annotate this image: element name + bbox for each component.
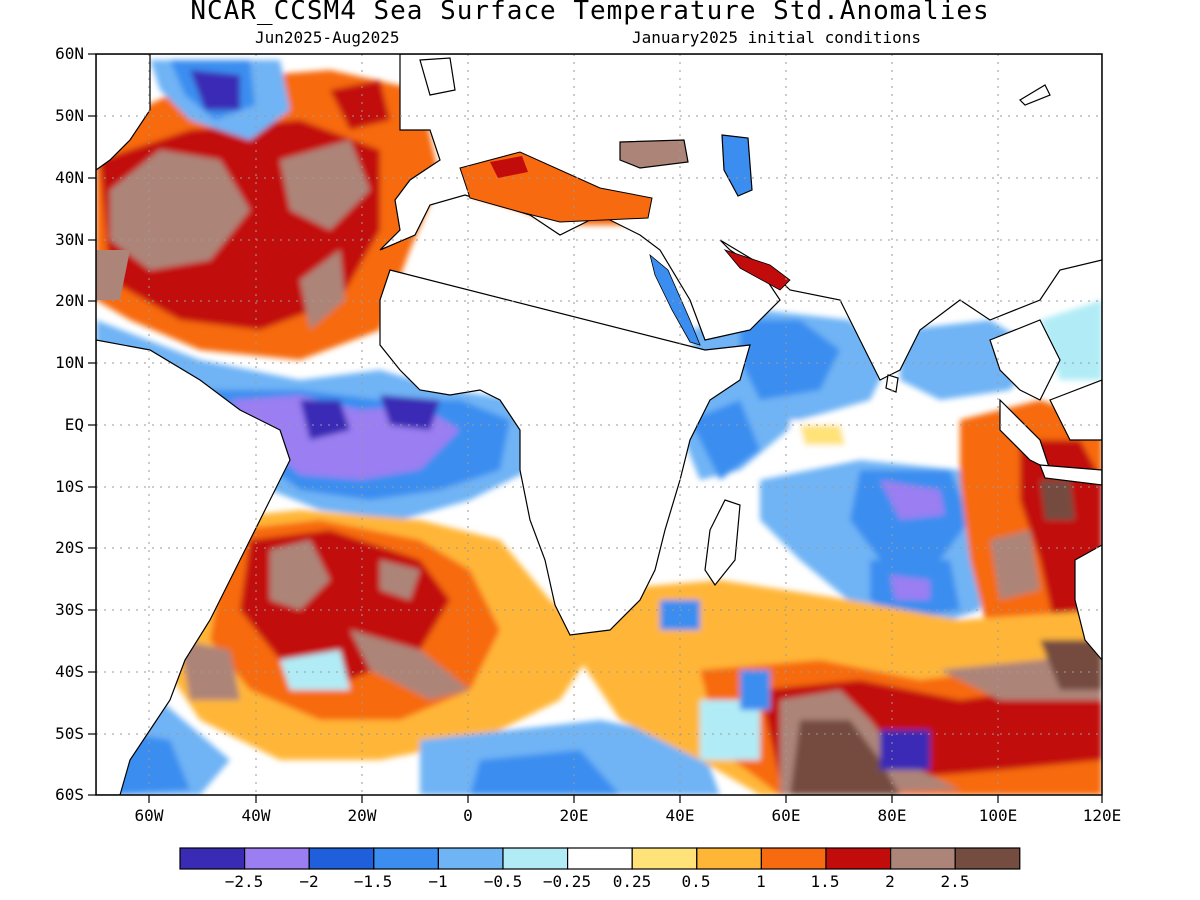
lon-label: 80E (877, 806, 907, 825)
colorbar-label: 2.5 (940, 872, 970, 891)
colorbar-swatch (502, 847, 569, 870)
lon-label: 40E (665, 806, 695, 825)
colorbar-swatch (244, 847, 310, 870)
colorbar-label: −0.25 (542, 872, 592, 891)
colorbar-label: −2 (299, 872, 319, 891)
colorbar-label: −0.5 (483, 872, 523, 891)
colorbar-swatch (954, 847, 1021, 870)
colorbar-swatch (179, 847, 246, 870)
colorbar-label: 0.5 (681, 872, 711, 891)
colorbar-swatch (760, 847, 827, 870)
lat-label: 50N (55, 106, 84, 125)
lon-label: 60E (771, 806, 801, 825)
lon-label: 120E (1082, 806, 1122, 825)
colorbar-swatch (696, 847, 762, 870)
initial-conditions: January2025 initial conditions (632, 28, 921, 47)
lon-label: 20W (347, 806, 377, 825)
lat-label: 10N (55, 353, 84, 372)
colorbar-swatch (631, 847, 698, 870)
lat-label: 60N (55, 44, 84, 63)
colorbar-label: 1 (756, 872, 766, 891)
lat-label: 40N (55, 168, 84, 187)
colorbar-label: −2.5 (224, 872, 264, 891)
colorbar-swatch (889, 847, 956, 870)
colorbar-swatch (308, 847, 375, 870)
colorbar-swatch (825, 847, 892, 870)
lat-label: 60S (55, 785, 84, 804)
lon-label: 100E (978, 806, 1018, 825)
colorbar-label: 1.5 (810, 872, 840, 891)
land-masses (96, 54, 1102, 795)
colorbar-label: −1 (428, 872, 448, 891)
colorbar-swatch (566, 847, 633, 870)
colorbar (179, 847, 1021, 870)
anomaly-field (96, 54, 1102, 795)
lat-label: 20S (55, 538, 84, 557)
lat-label: 20N (55, 291, 84, 310)
lon-label: 40W (241, 806, 271, 825)
lat-label: 50S (55, 724, 84, 743)
lon-label: 60W (134, 806, 164, 825)
lat-label: 30S (55, 600, 84, 619)
tick-marks (88, 53, 1103, 803)
colorbar-label: 2 (885, 872, 895, 891)
lon-label: 0 (463, 806, 473, 825)
gridlines (96, 54, 1102, 795)
colorbar-swatch (437, 847, 504, 870)
lat-label: 30N (55, 230, 84, 249)
lat-label: 40S (55, 662, 84, 681)
lon-label: 20E (559, 806, 589, 825)
lat-label: 10S (55, 477, 84, 496)
colorbar-label: 0.25 (612, 872, 652, 891)
colorbar-swatch (373, 847, 439, 870)
map-title: NCAR_CCSM4 Sea Surface Temperature Std.A… (190, 0, 990, 26)
lat-label: EQ (64, 415, 84, 434)
colorbar-label: −1.5 (353, 872, 393, 891)
forecast-period: Jun2025-Aug2025 (255, 28, 400, 47)
